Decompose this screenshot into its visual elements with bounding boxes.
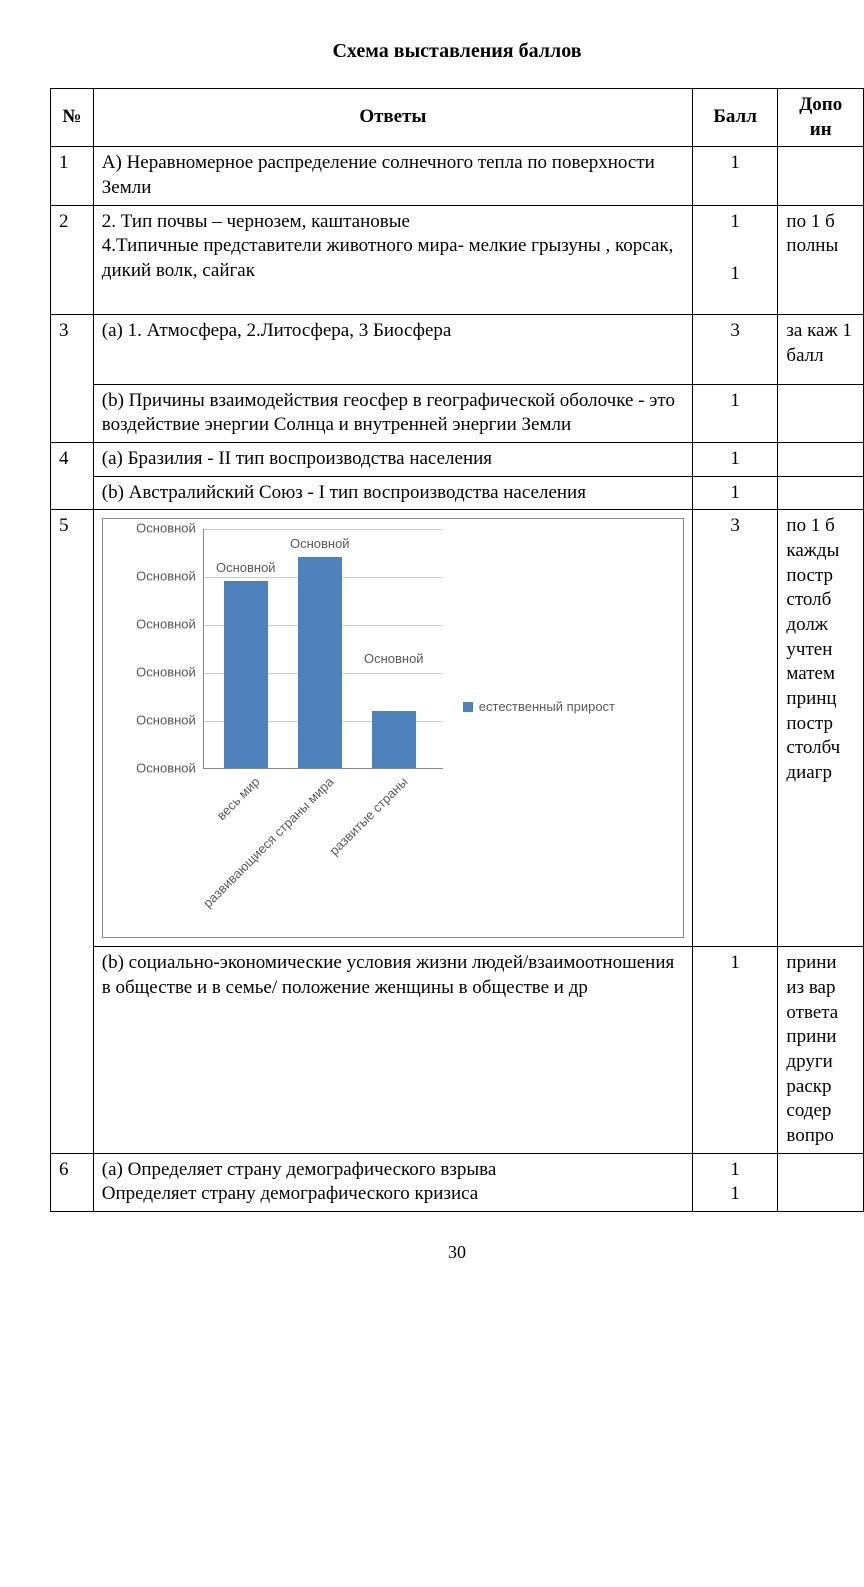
- cell-answer: (a) 1. Атмосфера, 2.Литосфера, 3 Биосфер…: [93, 314, 692, 384]
- cell-ball: 1: [692, 442, 778, 476]
- cell-ball: 1 1: [692, 1153, 778, 1211]
- cell-ball: 1: [692, 384, 778, 442]
- legend-swatch: [463, 702, 473, 712]
- cell-ball: 1: [692, 147, 778, 205]
- table-row: 2 2. Тип почвы – чернозем, каштановые 4.…: [51, 205, 864, 314]
- chart-plot-area: ОсновнойОсновнойОсновнойОсновнойОсновной…: [203, 529, 443, 769]
- chart-y-tick-label: Основной: [136, 569, 204, 586]
- cell-answer: (b) социально-экономические условия жизн…: [93, 947, 692, 1154]
- table-row: 3 (a) 1. Атмосфера, 2.Литосфера, 3 Биосф…: [51, 314, 864, 384]
- cell-num: 4: [51, 442, 94, 509]
- table-row: 1 А) Неравномерное распределение солнечн…: [51, 147, 864, 205]
- chart-legend: естественный прирост: [463, 699, 623, 716]
- cell-extra: [778, 1153, 864, 1211]
- cell-answer: (a) Определяет страну демографического в…: [93, 1153, 692, 1211]
- legend-label: естественный прирост: [479, 699, 615, 716]
- chart-bar: [372, 711, 416, 769]
- cell-answer: (b) Австралийский Союз - I тип воспроизв…: [93, 476, 692, 510]
- cell-answer: (a) Бразилия - II тип воспроизводства на…: [93, 442, 692, 476]
- chart-x-tick-label: весь мир: [213, 774, 263, 824]
- cell-answer: (b) Причины взаимодействия геосфер в гео…: [93, 384, 692, 442]
- cell-extra: по 1 б кажды постр столб долж учтен мате…: [778, 510, 864, 947]
- document-page: Схема выставления баллов № Ответы Балл Д…: [0, 0, 864, 1283]
- chart-data-label: Основной: [206, 560, 286, 577]
- ball-value: 1: [701, 210, 770, 235]
- chart-y-tick-label: Основной: [136, 713, 204, 730]
- header-answers: Ответы: [93, 89, 692, 147]
- cell-num: 2: [51, 205, 94, 314]
- cell-answer: А) Неравномерное распределение солнечног…: [93, 147, 692, 205]
- chart-y-tick-label: Основной: [136, 521, 204, 538]
- cell-extra: за каж 1 балл: [778, 314, 864, 384]
- cell-ball: 3: [692, 510, 778, 947]
- ball-value: 1: [701, 1158, 770, 1183]
- cell-extra: [778, 442, 864, 476]
- chart-y-tick-label: Основной: [136, 665, 204, 682]
- chart-bar: [224, 581, 268, 768]
- page-title: Схема выставления баллов: [50, 40, 864, 63]
- cell-answer: 2. Тип почвы – чернозем, каштановые 4.Ти…: [93, 205, 692, 314]
- table-header-row: № Ответы Балл Допо ин: [51, 89, 864, 147]
- scoring-table: № Ответы Балл Допо ин 1 А) Неравномерное…: [50, 88, 864, 1212]
- cell-answer-chart: ОсновнойОсновнойОсновнойОсновнойОсновной…: [93, 510, 692, 947]
- ball-value: 1: [701, 262, 770, 287]
- cell-extra: прини из вар ответа прини други раскр со…: [778, 947, 864, 1154]
- table-row: 5 ОсновнойОсновнойОсновнойОсновнойОсновн…: [51, 510, 864, 947]
- cell-ball: 1 1: [692, 205, 778, 314]
- cell-num: 5: [51, 510, 94, 1154]
- ball-value: 1: [701, 1182, 770, 1207]
- table-row: 6 (a) Определяет страну демографического…: [51, 1153, 864, 1211]
- cell-extra: [778, 384, 864, 442]
- cell-extra: [778, 476, 864, 510]
- header-ball: Балл: [692, 89, 778, 147]
- cell-ball: 3: [692, 314, 778, 384]
- chart-gridline: [204, 529, 443, 530]
- chart-bar: [298, 557, 342, 768]
- header-extra: Допо ин: [778, 89, 864, 147]
- cell-num: 1: [51, 147, 94, 205]
- chart-x-tick-label: развитые страны: [326, 774, 412, 860]
- table-row: (b) Причины взаимодействия геосфер в гео…: [51, 384, 864, 442]
- page-number: 30: [50, 1242, 864, 1263]
- table-row: 4 (a) Бразилия - II тип воспроизводства …: [51, 442, 864, 476]
- cell-extra: по 1 б полны: [778, 205, 864, 314]
- cell-ball: 1: [692, 947, 778, 1154]
- cell-num: 3: [51, 314, 94, 442]
- bar-chart: ОсновнойОсновнойОсновнойОсновнойОсновной…: [102, 518, 684, 938]
- cell-extra: [778, 147, 864, 205]
- chart-y-tick-label: Основной: [136, 761, 204, 778]
- cell-num: 6: [51, 1153, 94, 1211]
- header-num: №: [51, 89, 94, 147]
- table-row: (b) Австралийский Союз - I тип воспроизв…: [51, 476, 864, 510]
- chart-data-label: Основной: [280, 536, 360, 553]
- cell-ball: 1: [692, 476, 778, 510]
- chart-y-tick-label: Основной: [136, 617, 204, 634]
- table-row: (b) социально-экономические условия жизн…: [51, 947, 864, 1154]
- chart-data-label: Основной: [354, 651, 434, 668]
- chart-x-tick-label: развивающиеся страны мира: [200, 774, 338, 912]
